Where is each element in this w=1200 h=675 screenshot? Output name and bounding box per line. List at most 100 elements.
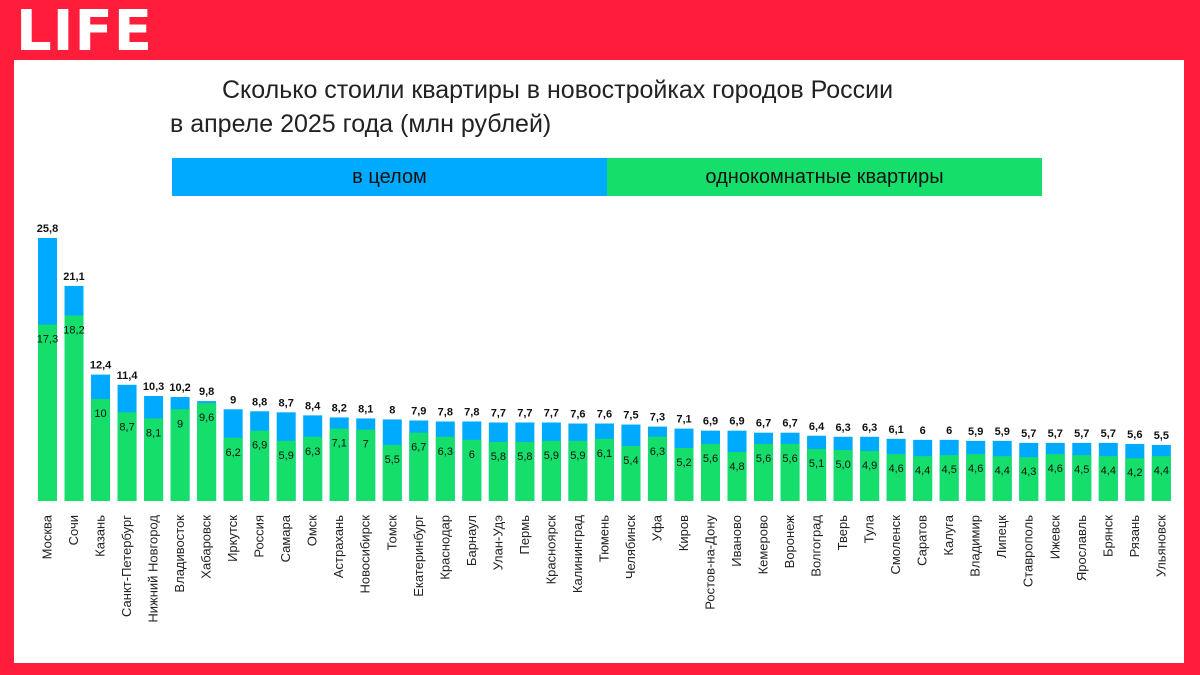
data-label-one-room: 4,4 [1154, 465, 1169, 477]
data-label-one-room: 4,4 [1101, 465, 1116, 477]
data-label-one-room: 18,2 [63, 324, 84, 336]
data-label-one-room: 9,6 [199, 412, 214, 424]
data-label-total: 5,9 [968, 426, 983, 438]
bar-one-room [515, 441, 535, 501]
data-label-one-room: 5,6 [782, 453, 797, 465]
category-label: Новосибирск [358, 515, 373, 594]
data-label-total: 6,9 [729, 416, 744, 428]
bar-one-room [1151, 456, 1171, 501]
data-label-one-room: 5,9 [544, 450, 559, 462]
category-label: Томск [384, 515, 399, 551]
data-label-total: 10,2 [169, 382, 190, 394]
data-label-total: 7,7 [544, 408, 559, 420]
data-label-total: 6,7 [756, 418, 771, 430]
data-label-total: 7,3 [650, 412, 665, 424]
data-label-total: 6 [920, 425, 926, 437]
data-label-one-room: 5,6 [756, 453, 771, 465]
data-label-total: 9 [230, 394, 236, 406]
bar-one-room [462, 439, 482, 501]
data-label-one-room: 5,9 [279, 450, 294, 462]
bar-one-room [38, 324, 57, 501]
bar-one-room [833, 450, 853, 501]
category-label: Калининград [570, 515, 585, 593]
data-label-one-room: 9 [177, 418, 183, 430]
data-label-one-room: 6,1 [597, 448, 612, 460]
data-label-total: 8,2 [332, 402, 347, 414]
bar-one-room [807, 449, 827, 501]
data-label-one-room: 4,2 [1127, 467, 1142, 479]
bar-one-room [223, 437, 243, 501]
data-label-total: 7,8 [438, 406, 453, 418]
bar-one-room [250, 430, 270, 501]
data-label-total: 6,7 [782, 418, 797, 430]
data-label-total: 5,5 [1154, 430, 1169, 442]
data-label-one-room: 6,3 [305, 446, 320, 458]
category-label: Нижний Новгород [146, 515, 161, 623]
data-label-one-room: 4,6 [1048, 463, 1063, 475]
legend-one-room: однокомнатные квартиры [607, 158, 1042, 196]
data-label-one-room: 5,8 [517, 451, 532, 463]
data-label-one-room: 4,4 [915, 465, 930, 477]
bar-one-room [966, 454, 986, 501]
bar-one-room [647, 436, 667, 501]
category-label: Сочи [66, 515, 81, 545]
data-label-total: 6,3 [862, 422, 877, 434]
category-label: Уфа [649, 514, 664, 541]
bar-one-room [170, 409, 190, 501]
data-label-total: 5,9 [995, 426, 1010, 438]
data-label-total: 8,8 [252, 396, 267, 408]
data-label-total: 6,4 [809, 421, 825, 433]
bar-one-room [621, 445, 641, 501]
category-label: Иркутск [225, 515, 240, 562]
category-label: Ижевск [1047, 515, 1062, 560]
bar-one-room [1072, 455, 1092, 501]
bar-one-room [701, 443, 720, 501]
chart-title-line2: в апреле 2025 года (млн рублей) [170, 110, 552, 138]
data-label-total: 7,9 [411, 405, 426, 417]
data-label-one-room: 4,8 [729, 461, 744, 473]
data-label-one-room: 7,1 [332, 438, 347, 450]
data-label-total: 7,1 [676, 414, 691, 426]
category-label: Липецк [994, 515, 1009, 559]
category-label: Брянск [1100, 515, 1115, 557]
bar-one-room [356, 429, 376, 501]
data-label-total: 8,1 [358, 403, 373, 415]
category-label: Астрахань [331, 515, 346, 578]
data-label-one-room: 6,9 [252, 440, 267, 452]
data-label-one-room: 6,3 [438, 446, 453, 458]
chart-title-line1: Сколько стоили квартиры в новостройках г… [222, 76, 894, 104]
data-label-one-room: 5,6 [703, 453, 718, 465]
data-label-one-room: 10 [94, 408, 106, 420]
category-label: Ульяновск [1153, 515, 1168, 577]
bar-one-room [197, 403, 217, 501]
category-label: Пермь [517, 515, 532, 555]
data-label-total: 6,3 [835, 422, 850, 434]
category-label: Красноярск [543, 515, 558, 585]
data-label-one-room: 5,1 [809, 458, 824, 470]
data-label-one-room: 6,3 [650, 446, 665, 458]
bar-one-room [886, 454, 906, 501]
bar-one-room [435, 436, 455, 501]
category-label: Омск [305, 515, 320, 547]
category-label: Хабаровск [199, 515, 214, 579]
data-label-one-room: 17,3 [37, 334, 58, 346]
data-label-one-room: 4,6 [968, 463, 983, 475]
data-label-one-room: 4,4 [995, 465, 1010, 477]
bar-one-room [1098, 456, 1118, 501]
bar-one-room [594, 438, 614, 501]
bar-one-room [117, 412, 137, 501]
category-label: Ставрополь [1021, 515, 1036, 587]
bar-one-room [409, 432, 429, 501]
data-label-total: 11,4 [117, 370, 139, 382]
category-label: Санкт-Петербург [119, 515, 134, 617]
category-label: Барнаул [464, 515, 479, 566]
data-label-one-room: 6,2 [225, 447, 240, 459]
data-label-total: 7,8 [464, 406, 479, 418]
data-label-one-room: 4,9 [862, 460, 877, 472]
category-label: Иваново [729, 515, 744, 567]
bar-one-room [276, 440, 296, 501]
bar-chart: 25,8 17,3 Москва 21,1 18,2 Сочи 12,4 10 Казань 11… [37, 223, 1171, 623]
category-label: Владимир [968, 515, 983, 577]
data-label-total: 8,4 [305, 400, 321, 412]
category-label: Улан-Удэ [490, 515, 505, 571]
